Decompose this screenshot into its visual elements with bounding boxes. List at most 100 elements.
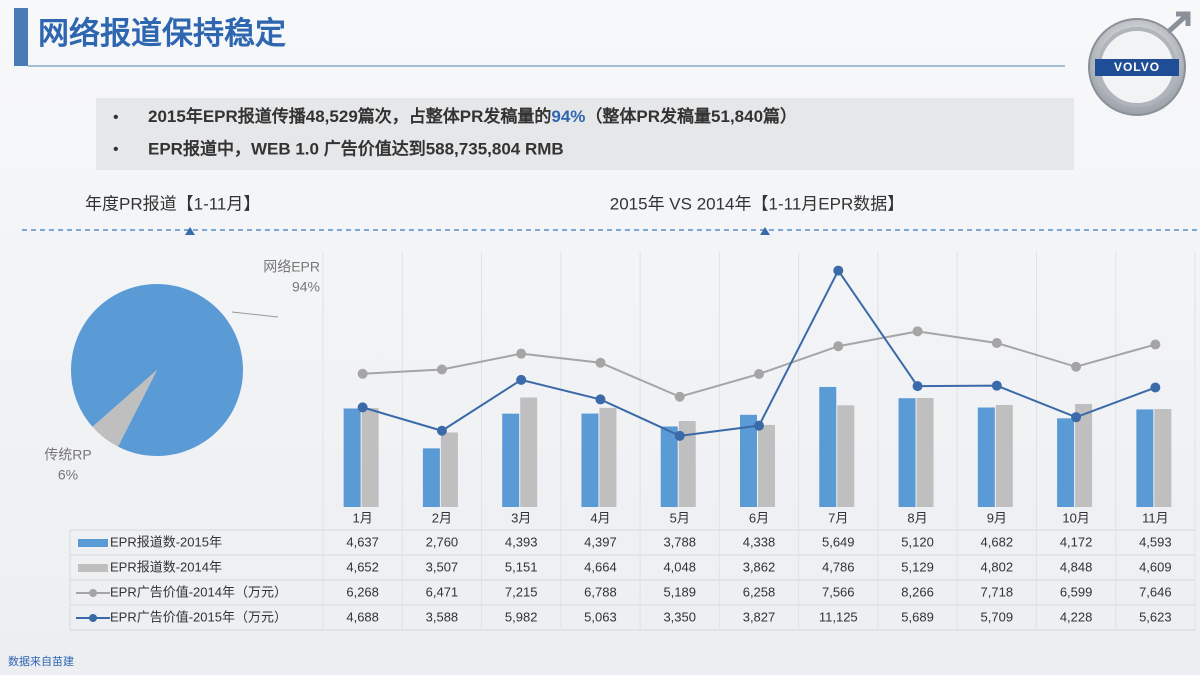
table-cell: 8,266 bbox=[901, 584, 934, 599]
line-point bbox=[595, 357, 606, 368]
x-tick-label: 1月 bbox=[353, 510, 373, 525]
pie-value-label: 94% bbox=[292, 279, 320, 295]
table-cell: 4,228 bbox=[1060, 609, 1093, 624]
table-cell: 7,566 bbox=[822, 584, 855, 599]
table-cell: 6,788 bbox=[584, 584, 617, 599]
line-point bbox=[912, 326, 923, 337]
table-cell: 6,258 bbox=[743, 584, 776, 599]
bar bbox=[599, 407, 617, 507]
pointer bbox=[760, 227, 770, 235]
line-point bbox=[1071, 361, 1082, 372]
line-point bbox=[516, 374, 527, 385]
bar bbox=[581, 413, 599, 507]
bar bbox=[440, 432, 458, 507]
legend-label: EPR广告价值-2015年（万元） bbox=[110, 609, 287, 624]
table-cell: 5,982 bbox=[505, 609, 538, 624]
pie-value-label: 6% bbox=[58, 467, 78, 483]
table-cell: 4,802 bbox=[981, 559, 1014, 574]
table-cell: 6,471 bbox=[426, 584, 459, 599]
bar bbox=[520, 397, 538, 507]
line-point bbox=[674, 430, 685, 441]
legend-swatch bbox=[78, 539, 108, 547]
leader-line bbox=[231, 311, 279, 318]
bar bbox=[422, 448, 440, 507]
x-tick-label: 4月 bbox=[590, 510, 610, 525]
x-tick-label: 2月 bbox=[432, 510, 452, 525]
line-point bbox=[833, 341, 844, 352]
x-tick-label: 6月 bbox=[749, 510, 769, 525]
bar bbox=[819, 386, 837, 507]
line-point bbox=[991, 380, 1002, 391]
bar bbox=[1075, 403, 1093, 507]
table-cell: 7,718 bbox=[981, 584, 1014, 599]
table-cell: 4,786 bbox=[822, 559, 855, 574]
table-cell: 4,664 bbox=[584, 559, 617, 574]
line-point bbox=[754, 369, 764, 380]
table-cell: 3,588 bbox=[426, 609, 459, 624]
line-point bbox=[436, 425, 447, 436]
table-cell: 3,788 bbox=[663, 534, 696, 549]
table-cell: 4,637 bbox=[346, 534, 379, 549]
line-point bbox=[833, 265, 844, 276]
table-cell: 4,682 bbox=[981, 534, 1014, 549]
table-cell: 7,215 bbox=[505, 584, 538, 599]
table-cell: 3,862 bbox=[743, 559, 776, 574]
table-cell: 5,189 bbox=[663, 584, 696, 599]
pie-label: 传统RP bbox=[44, 447, 91, 463]
table-cell: 5,151 bbox=[505, 559, 538, 574]
table-cell: 3,827 bbox=[743, 609, 776, 624]
table-cell: 7,646 bbox=[1139, 584, 1172, 599]
line-point bbox=[436, 364, 447, 375]
bar bbox=[1136, 409, 1154, 507]
pie-slice bbox=[92, 370, 157, 447]
x-tick-label: 10月 bbox=[1062, 510, 1089, 525]
bar bbox=[361, 408, 379, 507]
bar bbox=[502, 413, 520, 507]
table-cell: 2,760 bbox=[426, 534, 459, 549]
legend-label: EPR广告价值-2014年（万元） bbox=[110, 584, 287, 599]
legend-swatch bbox=[78, 564, 108, 572]
bar bbox=[1057, 418, 1075, 507]
pie-title: 年度PR报道【1-11月】 bbox=[85, 194, 260, 213]
bullet-part: 2015年EPR报道传播48,529篇次，占整体PR发稿量的 bbox=[148, 106, 551, 126]
bullet-highlight: 94% bbox=[551, 107, 585, 126]
bullet-part: （整体PR发稿量51,840篇） bbox=[585, 106, 797, 126]
line-point bbox=[1071, 412, 1082, 423]
bar bbox=[758, 424, 775, 507]
table-cell: 3,350 bbox=[663, 609, 696, 624]
bar bbox=[995, 404, 1013, 507]
bar bbox=[343, 408, 361, 507]
bar bbox=[898, 398, 916, 507]
table-cell: 11,125 bbox=[819, 609, 858, 624]
legend-swatch bbox=[89, 589, 97, 597]
table-cell: 4,048 bbox=[663, 559, 696, 574]
bullet: 2015年EPR报道传播48,529篇次，占整体PR发稿量的94%（整体PR发稿… bbox=[148, 106, 797, 126]
table-cell: 4,848 bbox=[1060, 559, 1093, 574]
bullet: EPR报道中，WEB 1.0 广告价值达到588,735,804 RMB bbox=[148, 138, 564, 158]
pie-label: 网络EPR bbox=[263, 259, 320, 275]
logo: VOLVO bbox=[1088, 11, 1191, 116]
bullet-dot: • bbox=[113, 141, 119, 158]
table-cell: 4,172 bbox=[1060, 534, 1093, 549]
x-tick-label: 5月 bbox=[670, 510, 690, 525]
table-cell: 6,599 bbox=[1060, 584, 1093, 599]
legend-swatch bbox=[89, 614, 97, 622]
line-point bbox=[754, 420, 764, 431]
table-cell: 4,393 bbox=[505, 534, 538, 549]
table-cell: 4,593 bbox=[1139, 534, 1172, 549]
combo-title: 2015年 VS 2014年【1-11月EPR数据】 bbox=[610, 194, 904, 213]
table-cell: 5,120 bbox=[901, 534, 934, 549]
source-note: 数据来自苗建 bbox=[8, 654, 74, 668]
table-cell: 4,397 bbox=[584, 534, 617, 549]
line-point bbox=[991, 337, 1002, 348]
x-tick-label: 3月 bbox=[511, 510, 531, 525]
line-point bbox=[674, 391, 685, 402]
line-point bbox=[1150, 382, 1161, 393]
bar bbox=[740, 414, 757, 507]
bar bbox=[1154, 409, 1172, 507]
table-cell: 5,689 bbox=[901, 609, 934, 624]
table-cell: 5,709 bbox=[981, 609, 1014, 624]
table-cell: 5,623 bbox=[1139, 609, 1172, 624]
legend-label: EPR报道数-2014年 bbox=[110, 559, 222, 574]
pie-slice bbox=[71, 284, 244, 457]
